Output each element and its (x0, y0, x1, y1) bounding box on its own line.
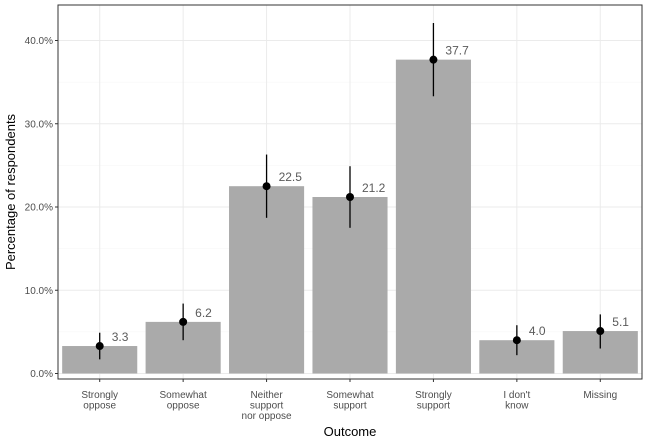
x-tick-label: Missing (583, 390, 617, 401)
data-label: 3.3 (112, 330, 129, 344)
data-point (262, 182, 271, 191)
value-labels: 3.3 6.2 22.5 21.2 37.7 4.0 5.1 (112, 44, 630, 344)
x-tick-label-line: Strongly (415, 390, 452, 401)
x-tick-label: Somewhat oppose (160, 390, 207, 412)
x-tick-label: I don't know (503, 390, 530, 412)
x-tick-label-line: Missing (583, 390, 617, 401)
x-tick-label-line: support (333, 401, 367, 412)
x-tick-label: Neither support nor oppose (242, 390, 292, 422)
data-label: 5.1 (612, 315, 629, 329)
x-tick-label-line: I don't (503, 390, 530, 401)
y-axis-ticks: 0.0% 10.0% 20.0% 30.0% 40.0% (25, 36, 58, 380)
y-axis-title: Percentage of respondents (3, 113, 18, 270)
x-tick-label: Strongly support (415, 390, 452, 412)
x-tick-label: Strongly oppose (81, 390, 118, 412)
x-tick-label-line: oppose (83, 401, 116, 412)
data-point (596, 327, 605, 336)
y-tick-label: 0.0% (30, 369, 53, 380)
x-tick-label-line: nor oppose (242, 411, 292, 422)
data-point (346, 193, 354, 202)
x-axis-title: Outcome (324, 424, 377, 436)
x-tick-label-line: know (505, 401, 529, 412)
data-label: 6.2 (195, 306, 212, 320)
data-point (179, 317, 188, 326)
x-tick-label-line: oppose (167, 401, 200, 412)
data-label: 37.7 (445, 44, 469, 58)
bar (395, 59, 471, 374)
x-tick-label-line: Somewhat (160, 390, 207, 401)
data-point (429, 55, 438, 64)
data-label: 22.5 (279, 170, 303, 184)
y-tick-label: 40.0% (25, 36, 53, 47)
y-tick-label: 20.0% (25, 203, 53, 214)
y-tick-label: 30.0% (25, 119, 53, 130)
x-tick-label-line: support (417, 401, 451, 412)
x-tick-label-line: Strongly (81, 390, 118, 401)
x-tick-label-line: support (250, 401, 284, 412)
x-tick-label-line: Neither (250, 390, 283, 401)
points (95, 55, 605, 351)
data-label: 21.2 (362, 181, 386, 195)
data-label: 4.0 (529, 324, 546, 338)
data-point (512, 336, 521, 345)
x-tick-label-line: Somewhat (326, 390, 373, 401)
data-point (95, 342, 104, 351)
y-tick-label: 10.0% (25, 286, 53, 297)
x-tick-label: Somewhat support (326, 390, 373, 412)
